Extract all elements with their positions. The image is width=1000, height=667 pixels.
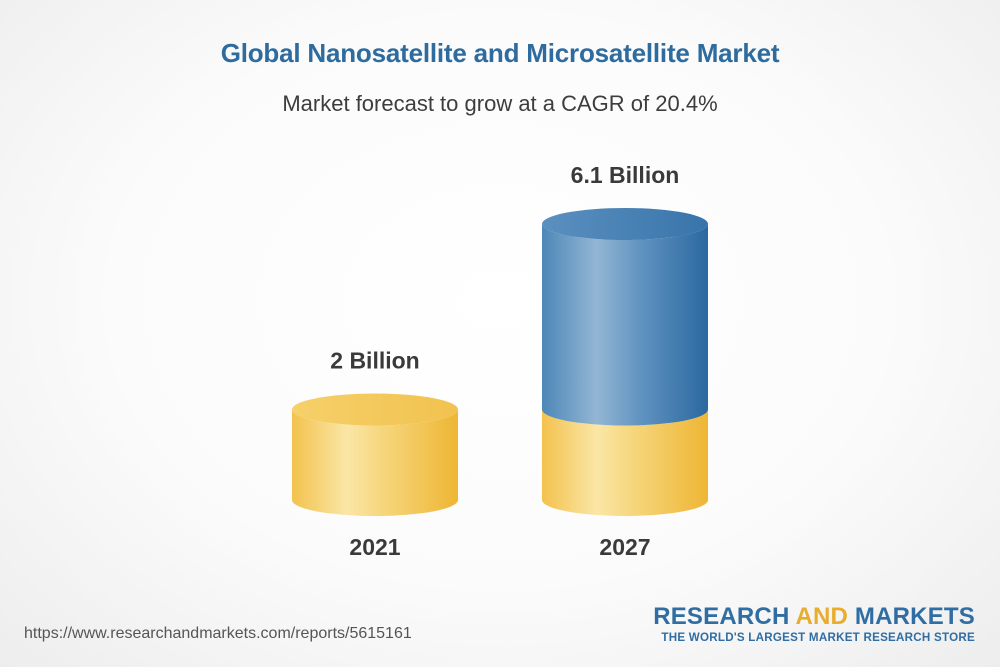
- cylinder-2027-top: [542, 208, 708, 240]
- brand-logo: RESEARCH AND MARKETS THE WORLD'S LARGEST…: [653, 604, 975, 645]
- value-label: 6.1 Billion: [571, 162, 680, 188]
- category-label: 2021: [349, 534, 400, 560]
- chart-subtitle: Market forecast to grow at a CAGR of 20.…: [282, 91, 718, 116]
- cylinder-2027-base: [542, 409, 708, 516]
- source-url[interactable]: https://www.researchandmarkets.com/repor…: [24, 625, 412, 642]
- brand-name-research: RESEARCH: [653, 603, 796, 630]
- cylinder-2021-base: [292, 409, 458, 516]
- cylinder-2021-top: [292, 393, 458, 426]
- brand-tagline: THE WORLD'S LARGEST MARKET RESEARCH STOR…: [661, 631, 975, 644]
- cylinder-2027-growth: [542, 224, 708, 426]
- value-label: 2 Billion: [330, 348, 419, 374]
- brand-name: RESEARCH AND MARKETS: [653, 604, 975, 630]
- chart-title: Global Nanosatellite and Microsatellite …: [220, 38, 780, 68]
- brand-name-and: AND: [795, 603, 849, 630]
- brand-name-markets: MARKETS: [848, 603, 975, 630]
- category-label: 2027: [599, 534, 650, 560]
